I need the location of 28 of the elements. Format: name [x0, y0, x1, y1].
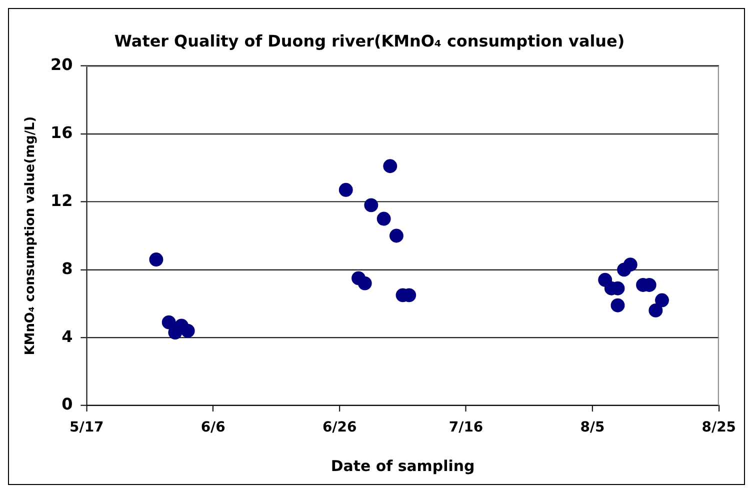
x-tick-label: 8/5 — [580, 419, 605, 436]
point — [610, 298, 625, 312]
x-tick-label: 8/25 — [702, 419, 736, 436]
x-tick-label: 6/26 — [322, 419, 357, 436]
chart-title: Water Quality of Duong river(KMnO₄ consumption value) — [114, 32, 625, 51]
y-axis-title: KMnO₄ consumption value(mg/L) — [23, 116, 38, 356]
y-tick-label: 12 — [50, 190, 73, 210]
x-tick-label: 6/6 — [200, 419, 226, 436]
y-tick-label: 0 — [62, 394, 73, 414]
point — [383, 159, 398, 174]
point — [648, 303, 663, 318]
y-tick-label: 4 — [62, 326, 73, 346]
x-axis-title: Date of sampling — [330, 456, 475, 475]
point — [358, 276, 372, 290]
point — [162, 315, 176, 330]
y-tick-label: 20 — [50, 55, 73, 74]
point — [180, 324, 195, 338]
y-tick-label: 16 — [50, 123, 73, 142]
point — [149, 252, 164, 266]
point — [655, 293, 669, 308]
point — [376, 212, 391, 226]
x-tick-label: 5/17 — [70, 419, 104, 436]
point — [623, 258, 638, 272]
point — [389, 228, 404, 243]
x-tick-label: 7/16 — [448, 419, 484, 436]
y-tick-label: 8 — [62, 258, 73, 278]
point — [364, 198, 378, 212]
point — [338, 182, 353, 197]
